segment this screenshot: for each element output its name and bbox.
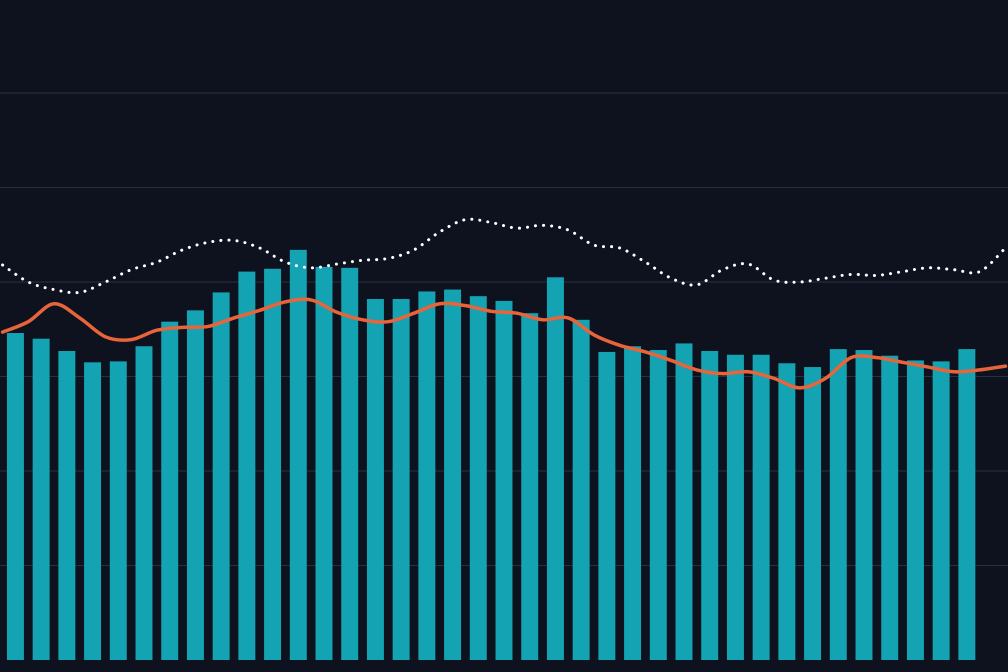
bar: [958, 349, 976, 660]
bar: [469, 296, 487, 660]
bar: [238, 271, 256, 660]
bar: [546, 277, 564, 660]
bar: [649, 350, 667, 660]
line: [1, 217, 1007, 295]
bar: [675, 343, 693, 660]
bar: [212, 292, 230, 660]
bar: [161, 321, 179, 660]
bar: [366, 299, 384, 660]
bar: [701, 350, 719, 660]
bar: [264, 268, 282, 660]
bar: [418, 291, 436, 660]
bar: [84, 362, 102, 660]
bar: [186, 310, 204, 660]
bar: [829, 349, 847, 660]
bar: [6, 333, 24, 660]
bar: [932, 361, 950, 660]
bar: [58, 350, 76, 660]
bar: [726, 354, 744, 660]
bar: [572, 319, 590, 660]
bar: [855, 350, 873, 660]
line: [0, 297, 1008, 390]
bar: [624, 346, 642, 660]
bar: [444, 289, 462, 660]
bar: [315, 266, 333, 660]
bar: [804, 367, 822, 660]
bar: [521, 313, 539, 660]
bar: [598, 351, 616, 660]
bar: [341, 267, 359, 660]
bar: [906, 360, 924, 660]
bar: [778, 363, 796, 660]
bar: [109, 361, 127, 660]
bar: [32, 338, 50, 660]
bar: [495, 300, 513, 660]
bar: [135, 346, 153, 660]
bar: [881, 355, 899, 660]
bar: [392, 299, 410, 660]
bar: [289, 249, 307, 660]
bar: [752, 354, 770, 660]
